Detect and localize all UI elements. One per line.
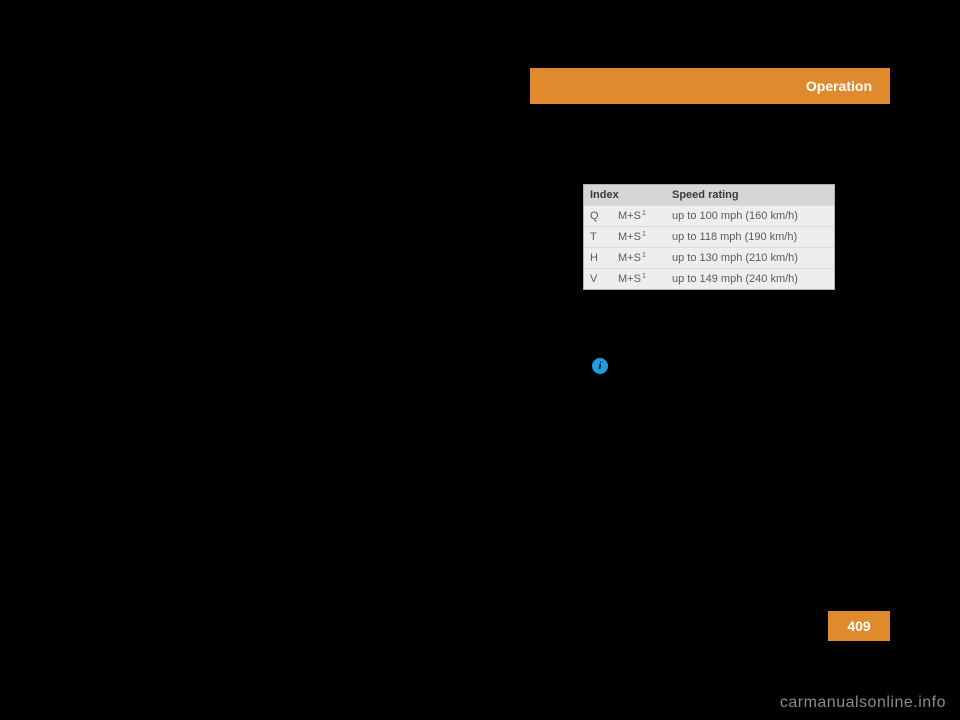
watermark: carmanualsonline.info <box>780 694 946 712</box>
footnote-sup: 1 <box>642 273 646 280</box>
table-row: H M+S1 up to 130 mph (210 km/h) <box>584 248 834 269</box>
table-row: T M+S1 up to 118 mph (190 km/h) <box>584 227 834 248</box>
code-text: M+S <box>618 231 641 243</box>
table-row: Q M+S1 up to 100 mph (160 km/h) <box>584 206 834 227</box>
cell-code: M+S1 <box>612 269 666 290</box>
code-text: M+S <box>618 210 641 222</box>
cell-letter: V <box>584 269 612 290</box>
page-number: 409 <box>847 618 870 634</box>
manual-page: Operation Index Speed rating Q M+S1 up t… <box>75 38 890 658</box>
speed-rating-table: Index Speed rating Q M+S1 up to 100 mph … <box>584 185 834 289</box>
section-header-bar: Operation <box>530 68 890 104</box>
col-speed-rating: Speed rating <box>666 185 834 206</box>
cell-letter: H <box>584 248 612 269</box>
section-title: Operation <box>806 78 872 94</box>
col-index: Index <box>584 185 666 206</box>
cell-code: M+S1 <box>612 248 666 269</box>
cell-code: M+S1 <box>612 227 666 248</box>
cell-code: M+S1 <box>612 206 666 227</box>
code-text: M+S <box>618 252 641 264</box>
code-text: M+S <box>618 273 641 285</box>
cell-rating: up to 130 mph (210 km/h) <box>666 248 834 269</box>
cell-letter: T <box>584 227 612 248</box>
cell-rating: up to 118 mph (190 km/h) <box>666 227 834 248</box>
table-header-row: Index Speed rating <box>584 185 834 206</box>
info-icon: i <box>592 358 608 374</box>
cell-letter: Q <box>584 206 612 227</box>
footnote-sup: 1 <box>642 231 646 238</box>
cell-rating: up to 149 mph (240 km/h) <box>666 269 834 290</box>
page-number-box: 409 <box>828 611 890 641</box>
footnote-sup: 1 <box>642 252 646 259</box>
table-row: V M+S1 up to 149 mph (240 km/h) <box>584 269 834 290</box>
cell-rating: up to 100 mph (160 km/h) <box>666 206 834 227</box>
footnote-sup: 1 <box>642 210 646 217</box>
speed-rating-table-wrap: Index Speed rating Q M+S1 up to 100 mph … <box>583 184 835 290</box>
info-glyph: i <box>598 360 601 372</box>
